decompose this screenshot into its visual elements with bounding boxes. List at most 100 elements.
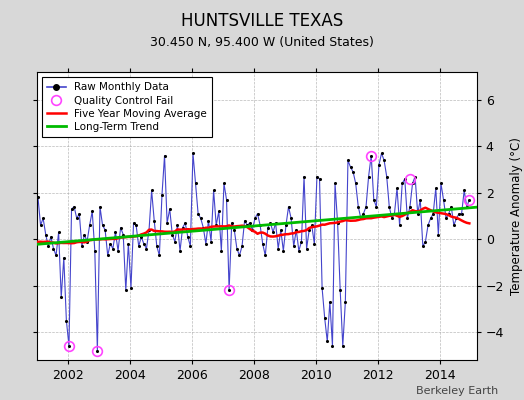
Point <box>346 164 355 170</box>
Point <box>47 234 55 240</box>
Point <box>447 204 455 210</box>
Point <box>297 238 305 245</box>
Point <box>54 229 63 236</box>
Point <box>238 243 246 249</box>
Point <box>212 222 221 228</box>
Point <box>450 222 458 228</box>
Point <box>463 204 471 210</box>
Point <box>196 215 205 222</box>
Point <box>380 157 388 164</box>
Point <box>99 222 107 228</box>
Point <box>328 343 336 349</box>
Point <box>427 215 435 222</box>
Point <box>49 245 58 252</box>
Point <box>145 227 153 233</box>
Point <box>39 215 47 222</box>
Point <box>413 210 422 217</box>
Point <box>235 252 244 259</box>
Point <box>225 287 233 294</box>
Point <box>442 215 450 222</box>
Point <box>290 243 298 249</box>
Point <box>362 204 370 210</box>
Point <box>377 150 386 156</box>
Point <box>419 243 427 249</box>
Point <box>336 287 344 294</box>
Point <box>256 222 264 228</box>
Point <box>318 285 326 291</box>
Point <box>215 208 223 214</box>
Point <box>305 227 313 233</box>
Point <box>279 248 288 254</box>
Point <box>357 215 365 222</box>
Point <box>300 173 308 180</box>
Point <box>160 152 169 159</box>
Point <box>80 231 89 238</box>
Point <box>294 248 303 254</box>
Point <box>233 245 241 252</box>
Point <box>119 231 127 238</box>
Point <box>364 173 373 180</box>
Point <box>367 152 375 159</box>
Point <box>396 222 404 228</box>
Point <box>315 176 324 182</box>
Point <box>163 220 171 226</box>
Point <box>96 204 104 210</box>
Point <box>88 208 96 214</box>
Point <box>403 215 411 222</box>
Point <box>137 234 146 240</box>
Point <box>375 162 383 168</box>
Point <box>421 238 430 245</box>
Point <box>369 196 378 203</box>
Point <box>202 241 210 247</box>
Point <box>310 241 319 247</box>
Point <box>72 215 81 222</box>
Point <box>152 243 161 249</box>
Point <box>457 210 466 217</box>
Point <box>191 180 200 187</box>
Legend: Raw Monthly Data, Quality Control Fail, Five Year Moving Average, Long-Term Tren: Raw Monthly Data, Quality Control Fail, … <box>42 77 212 137</box>
Point <box>114 248 122 254</box>
Point <box>168 231 177 238</box>
Point <box>325 299 334 305</box>
Point <box>400 176 409 182</box>
Point <box>287 215 296 222</box>
Point <box>207 238 215 245</box>
Point <box>344 157 352 164</box>
Point <box>36 222 45 228</box>
Point <box>460 187 468 194</box>
Point <box>323 338 332 345</box>
Point <box>429 210 438 217</box>
Point <box>124 241 133 247</box>
Point <box>416 196 424 203</box>
Point <box>266 220 275 226</box>
Point <box>150 218 158 224</box>
Point <box>65 343 73 349</box>
Point <box>339 343 347 349</box>
Point <box>452 215 461 222</box>
Point <box>390 210 399 217</box>
Point <box>173 222 182 228</box>
Point <box>313 173 321 180</box>
Point <box>349 169 357 175</box>
Point <box>127 285 135 291</box>
Point <box>140 241 148 247</box>
Point <box>57 294 66 300</box>
Point <box>60 255 68 261</box>
Point <box>204 218 213 224</box>
Point <box>230 227 238 233</box>
Point <box>398 180 407 187</box>
Point <box>155 252 163 259</box>
Point <box>271 220 280 226</box>
Point <box>253 210 261 217</box>
Point <box>274 245 282 252</box>
Point <box>372 204 380 210</box>
Point <box>78 243 86 249</box>
Point <box>333 220 342 226</box>
Point <box>385 204 394 210</box>
Point <box>52 252 60 259</box>
Text: 30.450 N, 95.400 W (United States): 30.450 N, 95.400 W (United States) <box>150 36 374 49</box>
Point <box>393 185 401 191</box>
Point <box>171 238 179 245</box>
Point <box>106 241 114 247</box>
Point <box>359 210 368 217</box>
